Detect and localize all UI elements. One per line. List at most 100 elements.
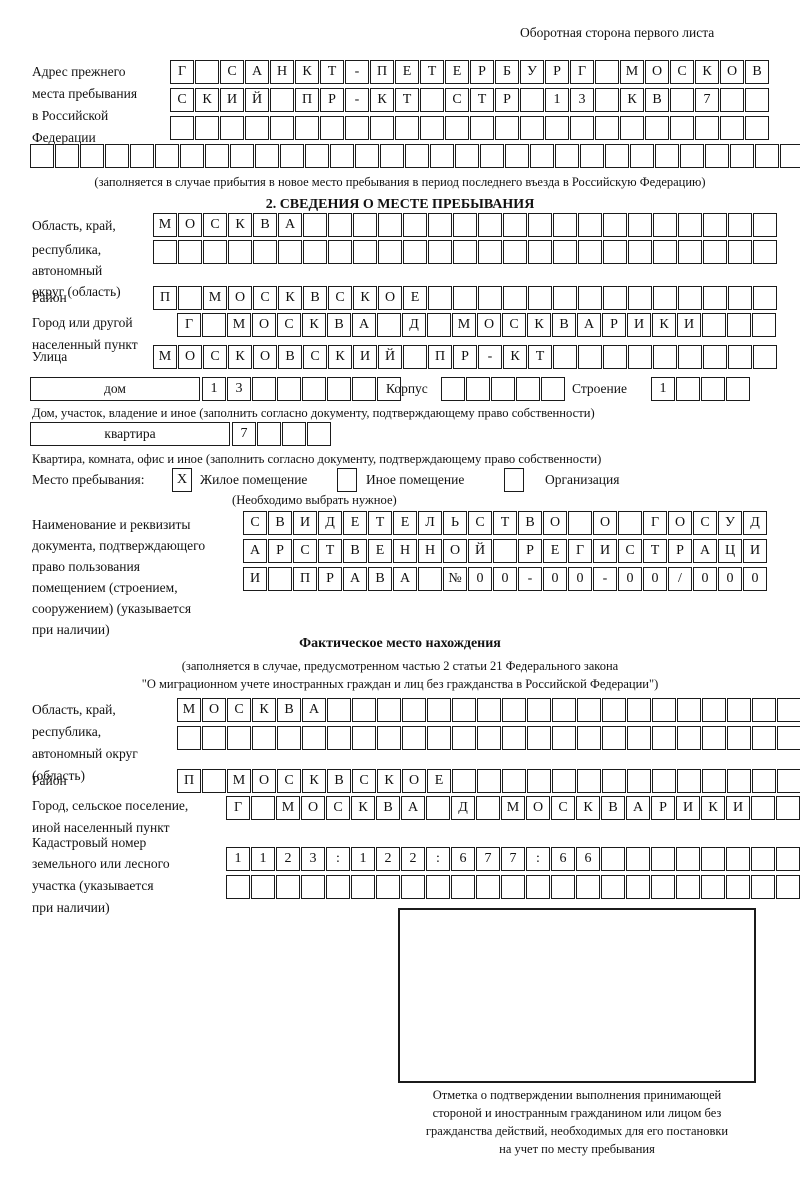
char-cell[interactable]: К bbox=[278, 286, 302, 310]
char-cell[interactable] bbox=[703, 345, 727, 369]
char-cell[interactable]: Р bbox=[651, 796, 675, 820]
char-cell[interactable] bbox=[295, 116, 319, 140]
char-cell[interactable]: 0 bbox=[568, 567, 592, 591]
char-cell[interactable]: К bbox=[302, 313, 326, 337]
korpus-cells[interactable] bbox=[441, 377, 565, 401]
char-cell[interactable] bbox=[626, 875, 650, 899]
char-cell[interactable] bbox=[702, 769, 726, 793]
char-cell[interactable]: О bbox=[526, 796, 550, 820]
char-cell[interactable] bbox=[307, 422, 331, 446]
char-cell[interactable]: 7 bbox=[476, 847, 500, 871]
char-cell[interactable] bbox=[677, 769, 701, 793]
char-cell[interactable]: А bbox=[577, 313, 601, 337]
char-cell[interactable] bbox=[478, 213, 502, 237]
char-cell[interactable] bbox=[220, 116, 244, 140]
char-cell[interactable] bbox=[452, 769, 476, 793]
char-cell[interactable] bbox=[403, 345, 427, 369]
char-cell[interactable]: И bbox=[627, 313, 651, 337]
char-cell[interactable] bbox=[427, 313, 451, 337]
document-row-3[interactable]: И П Р А В А № 0 0-0 0-0 0/0 0 0 bbox=[243, 567, 767, 591]
char-cell[interactable] bbox=[651, 875, 675, 899]
char-cell[interactable]: 6 bbox=[551, 847, 575, 871]
char-cell[interactable] bbox=[55, 144, 79, 168]
char-cell[interactable] bbox=[580, 144, 604, 168]
char-cell[interactable]: С bbox=[352, 769, 376, 793]
char-cell[interactable] bbox=[703, 286, 727, 310]
char-cell[interactable] bbox=[105, 144, 129, 168]
char-cell[interactable]: К bbox=[195, 88, 219, 112]
char-cell[interactable]: И bbox=[243, 567, 267, 591]
char-cell[interactable] bbox=[252, 726, 276, 750]
char-cell[interactable]: К bbox=[620, 88, 644, 112]
char-cell[interactable] bbox=[630, 144, 654, 168]
char-cell[interactable] bbox=[395, 116, 419, 140]
char-cell[interactable] bbox=[320, 116, 344, 140]
char-cell[interactable] bbox=[280, 144, 304, 168]
char-cell[interactable] bbox=[377, 726, 401, 750]
char-cell[interactable] bbox=[603, 345, 627, 369]
char-cell[interactable]: Т bbox=[528, 345, 552, 369]
char-cell[interactable]: Г bbox=[568, 539, 592, 563]
char-cell[interactable] bbox=[655, 144, 679, 168]
char-cell[interactable]: 0 bbox=[743, 567, 767, 591]
char-cell[interactable] bbox=[226, 875, 250, 899]
char-cell[interactable]: С bbox=[220, 60, 244, 84]
char-cell[interactable]: О bbox=[477, 313, 501, 337]
char-cell[interactable]: А bbox=[278, 213, 302, 237]
char-cell[interactable] bbox=[503, 213, 527, 237]
char-cell[interactable] bbox=[727, 313, 751, 337]
char-cell[interactable]: И bbox=[677, 313, 701, 337]
char-cell[interactable]: М bbox=[227, 313, 251, 337]
char-cell[interactable]: Е bbox=[403, 286, 427, 310]
char-cell[interactable]: 0 bbox=[693, 567, 717, 591]
char-cell[interactable]: Б bbox=[495, 60, 519, 84]
char-cell[interactable]: М bbox=[153, 213, 177, 237]
char-cell[interactable] bbox=[678, 213, 702, 237]
char-cell[interactable]: Р bbox=[320, 88, 344, 112]
char-cell[interactable] bbox=[602, 769, 626, 793]
char-cell[interactable]: М bbox=[620, 60, 644, 84]
char-cell[interactable] bbox=[153, 240, 177, 264]
char-cell[interactable]: О bbox=[202, 698, 226, 722]
char-cell[interactable]: Р bbox=[453, 345, 477, 369]
char-cell[interactable] bbox=[527, 769, 551, 793]
char-cell[interactable]: П bbox=[153, 286, 177, 310]
char-cell[interactable] bbox=[726, 847, 750, 871]
char-cell[interactable] bbox=[526, 875, 550, 899]
char-cell[interactable] bbox=[753, 345, 777, 369]
char-cell[interactable]: В bbox=[327, 313, 351, 337]
char-cell[interactable] bbox=[627, 698, 651, 722]
char-cell[interactable]: К bbox=[527, 313, 551, 337]
char-cell[interactable]: С bbox=[693, 511, 717, 535]
char-cell[interactable]: О bbox=[402, 769, 426, 793]
char-cell[interactable] bbox=[653, 286, 677, 310]
char-cell[interactable] bbox=[466, 377, 490, 401]
char-cell[interactable] bbox=[628, 345, 652, 369]
char-cell[interactable]: А bbox=[343, 567, 367, 591]
char-cell[interactable] bbox=[345, 116, 369, 140]
char-cell[interactable] bbox=[676, 377, 700, 401]
char-cell[interactable] bbox=[503, 286, 527, 310]
char-cell[interactable] bbox=[776, 796, 800, 820]
char-cell[interactable]: Т bbox=[368, 511, 392, 535]
char-cell[interactable] bbox=[678, 345, 702, 369]
char-cell[interactable]: Д bbox=[743, 511, 767, 535]
char-cell[interactable]: Р bbox=[470, 60, 494, 84]
char-cell[interactable]: С bbox=[445, 88, 469, 112]
char-cell[interactable] bbox=[452, 698, 476, 722]
char-cell[interactable] bbox=[627, 769, 651, 793]
char-cell[interactable] bbox=[720, 88, 744, 112]
char-cell[interactable]: Р bbox=[545, 60, 569, 84]
char-cell[interactable]: К bbox=[370, 88, 394, 112]
char-cell[interactable] bbox=[752, 313, 776, 337]
char-cell[interactable] bbox=[555, 144, 579, 168]
char-cell[interactable]: И bbox=[726, 796, 750, 820]
char-cell[interactable]: Е bbox=[343, 511, 367, 535]
char-cell[interactable] bbox=[255, 144, 279, 168]
char-cell[interactable]: Е bbox=[395, 60, 419, 84]
char-cell[interactable] bbox=[441, 377, 465, 401]
